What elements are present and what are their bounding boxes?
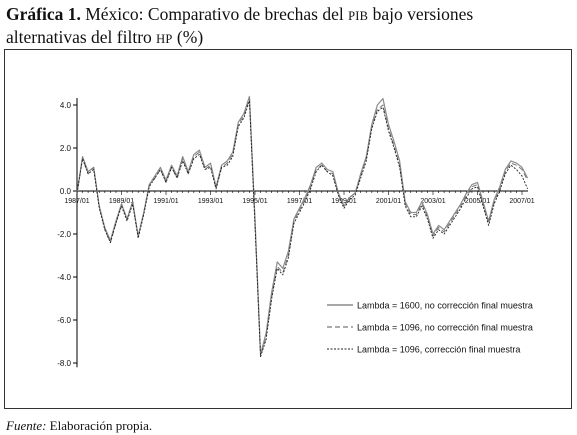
y-tick-label: -2.0 xyxy=(57,230,71,239)
chart-svg: 4.0 2.0 0.0 -2.0 -4.0 -6.0 -8.0 1987/01 1989/01 1… xyxy=(57,95,535,368)
y-tick-label: 0.0 xyxy=(60,187,72,196)
x-tick-label: 1993/01 xyxy=(198,198,223,205)
x-tick-label: 1997/01 xyxy=(287,198,312,205)
y-tick-label: -6.0 xyxy=(57,316,71,325)
chart-title-pib: PIB xyxy=(348,9,369,23)
chart-title-hp: HP xyxy=(156,32,173,46)
chart-frame: 4.0 2.0 0.0 -2.0 -4.0 -6.0 -8.0 1987/01 1989/01 1… xyxy=(4,49,572,409)
x-tick-label: 2007/01 xyxy=(509,198,534,205)
y-tick-label: 4.0 xyxy=(60,101,72,110)
x-tick-label: 2001/01 xyxy=(376,198,401,205)
chart-title-line2: alternativas del filtro xyxy=(6,27,157,47)
series-line-3 xyxy=(76,100,528,357)
y-tick-label: 2.0 xyxy=(60,144,72,153)
series-line-1 xyxy=(76,95,529,355)
legend-label-1: Lambda = 1600, no corrección final muest… xyxy=(357,301,533,311)
chart-title-unit: (%) xyxy=(172,27,204,47)
source-label: Fuente: xyxy=(6,418,47,433)
legend-label-3: Lambda = 1096, corrección final muestra xyxy=(357,345,520,355)
legend-label-2: Lambda = 1096, no corrección final muest… xyxy=(357,323,533,333)
x-tick-label: 1987/01 xyxy=(64,198,89,205)
y-tick-label: -4.0 xyxy=(57,273,71,282)
series-line-2 xyxy=(76,98,529,358)
x-tick-label: 2003/01 xyxy=(420,198,445,205)
x-tick-label: 2005/01 xyxy=(465,198,490,205)
source-note: Fuente: Elaboración propia. xyxy=(6,418,152,434)
y-tick-label: -8.0 xyxy=(57,359,71,368)
x-tick-label: 1995/01 xyxy=(242,198,267,205)
chart-title-text-a: México: Comparativo de brechas del xyxy=(80,4,349,24)
chart-title: Gráfica 1. México: Comparativo de brecha… xyxy=(6,4,571,50)
chart-title-text-b: bajo versiones xyxy=(368,4,474,24)
source-text: Elaboración propia. xyxy=(46,418,153,433)
x-tick-label: 1989/01 xyxy=(109,198,134,205)
x-tick-label: 1999/01 xyxy=(331,198,356,205)
x-tick-label: 1991/01 xyxy=(153,198,178,205)
chart-title-label: Gráfica 1. xyxy=(6,4,81,24)
